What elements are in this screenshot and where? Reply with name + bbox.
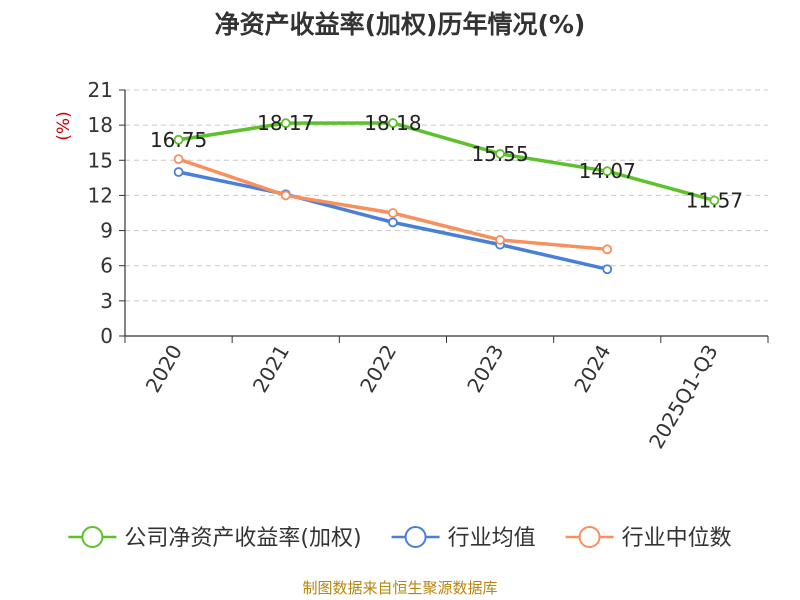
chart-title: 净资产收益率(加权)历年情况(%) bbox=[215, 10, 586, 39]
data-label: 18.18 bbox=[364, 111, 421, 135]
x-tick-label: 2025Q1-Q3 bbox=[644, 341, 723, 453]
x-tick-label: 2022 bbox=[355, 341, 401, 397]
x-axis-ticks: 2020 2021 2022 2023 2024 2025Q1-Q3 bbox=[124, 336, 769, 453]
data-point[interactable] bbox=[173, 154, 184, 165]
y-tick-label: 12 bbox=[88, 183, 113, 207]
y-tick-label: 3 bbox=[100, 289, 113, 313]
y-tick-label: 18 bbox=[88, 113, 113, 137]
y-tick-label: 15 bbox=[88, 148, 113, 172]
data-label: 14.07 bbox=[579, 159, 636, 183]
y-axis-unit-label: (%) bbox=[54, 111, 74, 140]
data-labels: 16.75 18.17 18.18 15.55 14.07 11.57 bbox=[150, 111, 743, 212]
legend-label: 公司净资产收益率(加权) bbox=[124, 526, 361, 551]
y-axis-ticks: 0 3 6 9 12 15 18 21 bbox=[88, 78, 125, 348]
data-point[interactable] bbox=[388, 208, 398, 218]
data-label: 18.17 bbox=[257, 111, 314, 135]
series-line bbox=[178, 121, 715, 203]
legend-marker bbox=[81, 526, 104, 548]
legend-marker bbox=[404, 526, 427, 548]
legend-label: 行业均值 bbox=[448, 526, 536, 551]
legend-label: 行业中位数 bbox=[622, 526, 732, 551]
data-point[interactable] bbox=[495, 148, 505, 159]
data-point[interactable] bbox=[388, 217, 398, 228]
data-label: 11.57 bbox=[686, 188, 743, 212]
data-point[interactable] bbox=[602, 166, 613, 177]
data-label: 16.75 bbox=[150, 128, 207, 152]
y-tick-label: 6 bbox=[100, 254, 113, 278]
source-note: 制图数据来自恒生聚源数据库 bbox=[302, 579, 497, 597]
data-point[interactable] bbox=[709, 195, 720, 206]
x-tick-label: 2024 bbox=[569, 341, 615, 397]
gridlines bbox=[125, 89, 768, 302]
legend[interactable]: 公司净资产收益率(加权) 行业均值 行业中位数 bbox=[68, 526, 732, 551]
axes bbox=[124, 90, 768, 337]
x-tick-label: 2023 bbox=[462, 341, 508, 397]
data-point[interactable] bbox=[173, 134, 184, 145]
data-point[interactable] bbox=[495, 235, 505, 245]
data-point[interactable] bbox=[388, 118, 398, 128]
x-tick-label: 2020 bbox=[141, 341, 187, 397]
y-tick-label: 9 bbox=[100, 219, 113, 243]
data-point[interactable] bbox=[173, 167, 184, 177]
series-line bbox=[178, 157, 608, 252]
x-tick-label: 2021 bbox=[248, 341, 294, 397]
data-label: 15.55 bbox=[471, 142, 528, 166]
legend-item[interactable]: 行业中位数 bbox=[565, 526, 732, 551]
data-point[interactable] bbox=[602, 264, 613, 275]
data-point[interactable] bbox=[280, 118, 291, 129]
y-tick-label: 0 bbox=[100, 324, 113, 348]
legend-item[interactable]: 公司净资产收益率(加权) bbox=[68, 526, 362, 551]
series-layer bbox=[173, 118, 720, 275]
data-point[interactable] bbox=[602, 244, 613, 255]
data-point[interactable] bbox=[280, 190, 291, 201]
y-tick-label: 21 bbox=[88, 78, 113, 102]
legend-item[interactable]: 行业均值 bbox=[391, 526, 536, 551]
legend-marker bbox=[578, 526, 601, 548]
